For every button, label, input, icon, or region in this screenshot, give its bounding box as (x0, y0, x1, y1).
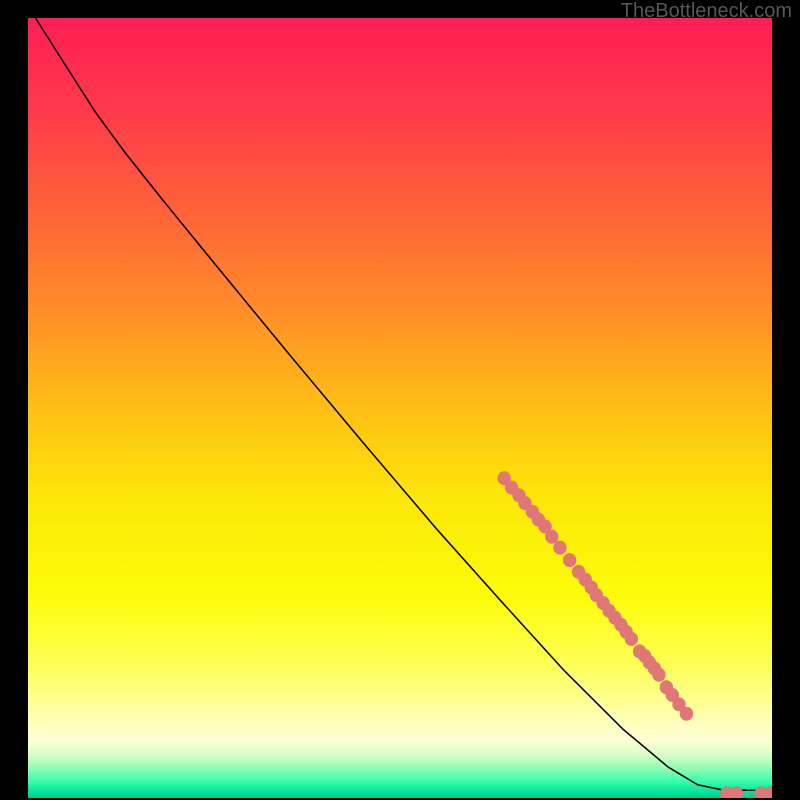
data-dot (680, 707, 693, 721)
data-dot (553, 541, 566, 555)
data-dot (652, 668, 665, 682)
data-dot (625, 632, 638, 646)
chart-frame: TheBottleneck.com (0, 0, 800, 800)
plot-area (28, 18, 772, 798)
data-dot (545, 530, 558, 544)
chart-svg (28, 18, 772, 798)
data-dot (563, 553, 576, 567)
